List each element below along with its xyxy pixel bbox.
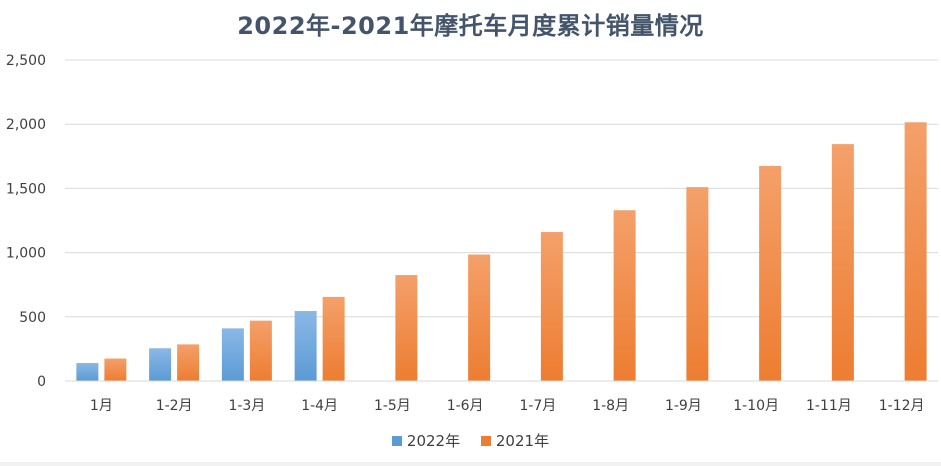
x-tick-label: 1-6月 xyxy=(447,398,484,414)
x-tick-label: 1-4月 xyxy=(301,398,338,414)
y-tick-label: 1,000 xyxy=(6,246,46,262)
y-tick-label: 2,500 xyxy=(6,53,46,69)
y-tick-label: 1,500 xyxy=(6,181,46,197)
bar-2021年-1-3月 xyxy=(249,320,272,381)
bar-2021年-1-6月 xyxy=(468,254,491,381)
bar-2021年-1-8月 xyxy=(613,210,636,381)
legend-item-2022: 2022年 xyxy=(391,430,461,451)
legend-item-2021: 2021年 xyxy=(480,430,550,451)
y-tick-label: 0 xyxy=(37,374,46,390)
legend-label-2021: 2021年 xyxy=(495,432,550,450)
bar-2021年-1-9月 xyxy=(686,187,709,381)
legend-swatch-2022 xyxy=(391,435,402,446)
y-axis-ticks: 0 500 1,000 1,500 2,000 2,500 xyxy=(6,53,46,390)
bar-2021年-1-4月 xyxy=(322,296,345,381)
bar-2022年-1-3月 xyxy=(221,328,244,381)
bar-2021年-1-7月 xyxy=(540,232,563,381)
legend-label-2022: 2022年 xyxy=(406,432,461,450)
bar-2021年-1-12月 xyxy=(904,122,927,382)
bar-2021年-1-11月 xyxy=(831,144,854,381)
x-tick-label: 1月 xyxy=(90,398,113,414)
y-tick-label: 2,000 xyxy=(6,117,46,133)
chart-title: 2022年-2021年摩托车月度累计销量情况 xyxy=(237,12,704,40)
x-tick-label: 1-8月 xyxy=(592,398,629,414)
bar-2022年-1-2月 xyxy=(149,348,172,381)
x-tick-label: 1-2月 xyxy=(156,398,193,414)
bar-2021年-1-5月 xyxy=(395,275,418,381)
bar-2021年-1月 xyxy=(104,358,127,381)
x-axis-ticks: 1月 1-2月 1-3月 1-4月 1-5月 1-6月 1-7月 1-8月 1-9月 1-10月 1… xyxy=(90,398,925,414)
bar-2021年-1-10月 xyxy=(759,165,782,381)
gridlines xyxy=(65,59,938,318)
x-tick-label: 1-3月 xyxy=(228,398,265,414)
bar-2022年-1月 xyxy=(76,363,99,381)
legend: 2022年 2021年 xyxy=(0,430,941,451)
bar-2022年-1-4月 xyxy=(294,311,317,381)
x-tick-label: 1-11月 xyxy=(806,398,852,414)
x-tick-label: 1-10月 xyxy=(733,398,779,414)
x-tick-label: 1-9月 xyxy=(665,398,702,414)
bars xyxy=(76,122,927,382)
bar-2021年-1-2月 xyxy=(177,344,200,381)
x-tick-label: 1-7月 xyxy=(519,398,556,414)
x-tick-label: 1-12月 xyxy=(879,398,925,414)
y-tick-label: 500 xyxy=(19,310,46,326)
x-tick-label: 1-5月 xyxy=(374,398,411,414)
legend-swatch-2021 xyxy=(480,435,491,446)
